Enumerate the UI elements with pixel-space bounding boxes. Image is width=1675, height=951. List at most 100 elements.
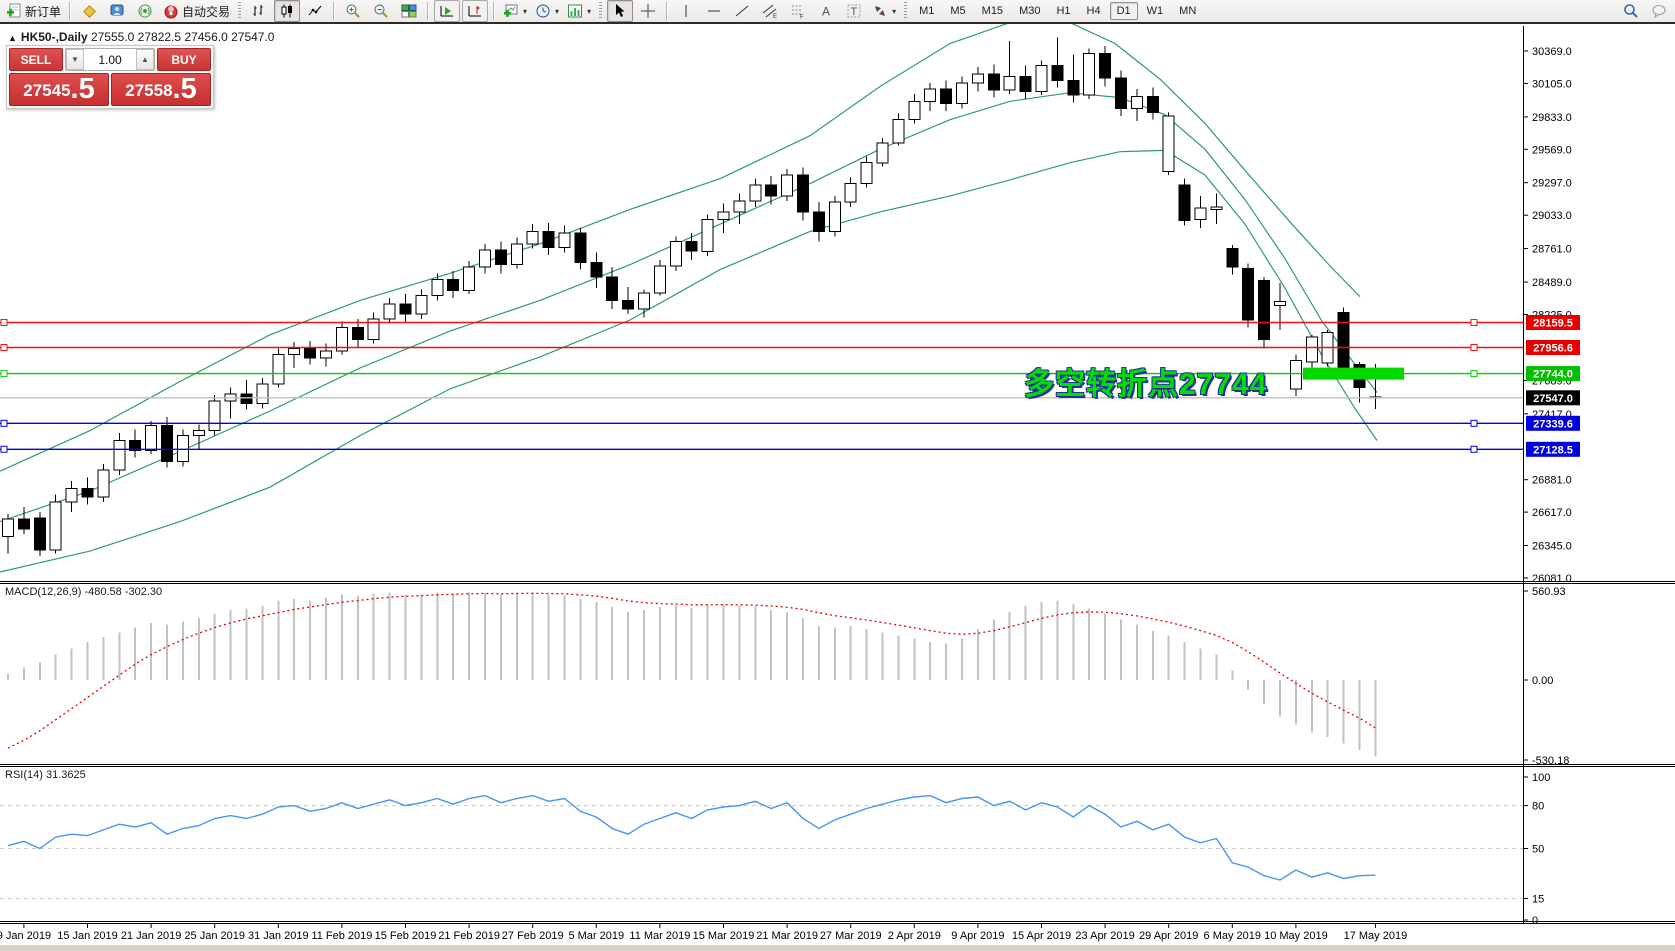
macd-signal-line	[7, 592, 1376, 749]
highlight-rectangle[interactable]	[1303, 367, 1404, 380]
zoom-out-button[interactable]	[368, 0, 394, 22]
line-chart-mode-button[interactable]	[302, 0, 328, 22]
chat-button[interactable]	[1646, 0, 1672, 22]
line-handle[interactable]	[1470, 319, 1478, 327]
separator	[69, 2, 72, 20]
candlestick-mode-button[interactable]	[274, 0, 301, 22]
buy-price-fraction: .5	[172, 73, 197, 105]
fibonacci-icon: F	[792, 5, 804, 19]
timeframe-button-M5[interactable]: M5	[950, 5, 966, 17]
tile-windows-button[interactable]	[396, 0, 422, 22]
candle-body	[797, 174, 809, 213]
timeframe-button-W1[interactable]: W1	[1146, 5, 1164, 17]
channel-tool-button[interactable]: E	[757, 0, 783, 22]
vertical-line-tool-button[interactable]	[673, 0, 699, 22]
horizontal-line-icon	[708, 10, 721, 12]
candle-body	[494, 249, 507, 266]
label-tool-button[interactable]: T	[841, 0, 867, 22]
line-handle[interactable]	[0, 445, 8, 453]
timeframe-button-D1[interactable]: D1	[1109, 2, 1138, 20]
candle-body	[145, 425, 158, 451]
fibonacci-tool-button[interactable]: F	[785, 0, 811, 22]
new-order-button[interactable]: 新订单	[3, 0, 64, 22]
line-handle[interactable]	[0, 419, 8, 427]
timeframe-button-MN[interactable]: MN	[1179, 5, 1197, 17]
sell-price-box[interactable]: 27545.5	[9, 73, 109, 106]
sell-price-fraction: .5	[70, 73, 95, 105]
line-handle[interactable]	[1470, 445, 1478, 453]
buy-button[interactable]: BUY	[157, 48, 211, 71]
new-chart-button[interactable]: ▾	[500, 0, 530, 22]
rsi-indicator-label: RSI(14) 31.3625	[5, 769, 86, 781]
price-tick-label: 30369.0	[1532, 46, 1572, 58]
bollinger-lower-band	[0, 149, 1378, 573]
candle-body	[192, 430, 205, 437]
separator	[666, 2, 669, 20]
arrows-tool-button[interactable]: ▾	[869, 0, 899, 22]
candle-body	[844, 183, 857, 203]
candle-body	[1003, 76, 1016, 91]
timeframe-button-M15[interactable]: M15	[981, 5, 1004, 17]
candle-body	[81, 487, 94, 498]
trendline-tool-button[interactable]	[729, 0, 755, 22]
search-button[interactable]	[1618, 0, 1644, 22]
candle-body	[33, 517, 46, 551]
horizontal-line-tool-button[interactable]	[701, 0, 727, 22]
sell-price: 27545	[23, 81, 71, 100]
chart-annotation-text[interactable]: 多空转折点27744	[1024, 368, 1268, 401]
line-handle[interactable]	[0, 319, 8, 327]
line-handle[interactable]	[0, 370, 8, 378]
date-tick-label: 2 Apr 2019	[888, 930, 941, 942]
volume-increase-button[interactable]: ▲	[136, 49, 154, 70]
price-tick-label: 29297.0	[1532, 178, 1572, 190]
terminal-button[interactable]	[104, 0, 130, 22]
timeframe-button-M30[interactable]: M30	[1019, 5, 1041, 17]
volume-decrease-button[interactable]: ▼	[66, 49, 84, 70]
text-tool-button[interactable]: A	[813, 0, 839, 22]
buy-price-box[interactable]: 27558.5	[111, 73, 211, 106]
line-handle[interactable]	[1470, 343, 1478, 351]
periods-button[interactable]: ▾	[532, 0, 562, 22]
timeframe-button-H1[interactable]: H1	[1056, 5, 1071, 17]
zoom-in-icon	[346, 4, 360, 18]
date-tick-label: 15 Feb 2019	[375, 930, 437, 942]
chart-shift-button[interactable]	[462, 0, 489, 22]
timeframe-button-M1[interactable]: M1	[919, 5, 935, 17]
autotrading-button[interactable]: 自动交易	[160, 0, 233, 22]
auto-scroll-button[interactable]	[434, 0, 461, 22]
candle-body	[431, 279, 444, 296]
candle-body	[383, 303, 396, 320]
rsi-tick-label: 100	[1532, 772, 1550, 784]
indicators-button[interactable]: ▾	[564, 0, 594, 22]
channel-icon: E	[762, 4, 777, 19]
auto-scroll-icon	[440, 6, 454, 17]
candle-body	[1305, 336, 1318, 363]
timeframe-button-H4[interactable]: H4	[1086, 5, 1101, 17]
svg-text:A: A	[822, 5, 830, 19]
sell-button[interactable]: SELL	[9, 48, 63, 71]
candle-body	[828, 201, 841, 232]
line-handle[interactable]	[1470, 370, 1478, 378]
date-tick-label: 15 Jan 2019	[57, 930, 118, 942]
collapse-panel-icon[interactable]: ▲	[8, 33, 17, 43]
line-handle[interactable]	[1470, 419, 1478, 427]
one-click-trading-panel: SELL ▼ 1.00 ▲ BUY 27545.5 27558.5	[6, 45, 214, 109]
crosshair-tool-button[interactable]	[635, 0, 661, 22]
volume-value[interactable]: 1.00	[98, 52, 122, 67]
candle-body	[1162, 115, 1175, 172]
candle-body	[606, 276, 619, 301]
bar-chart-mode-button[interactable]	[246, 0, 272, 22]
zoom-in-button[interactable]	[340, 0, 366, 22]
cursor-tool-button[interactable]	[607, 0, 634, 22]
candle-body	[256, 383, 269, 405]
signals-button[interactable]	[132, 0, 158, 22]
candle-body	[17, 518, 30, 530]
metaeditor-button[interactable]	[76, 0, 102, 22]
candle-body	[1019, 76, 1032, 92]
line-handle[interactable]	[0, 343, 8, 351]
symbol-period-label: HK50-,Daily	[20, 30, 88, 44]
macd-indicator-label: MACD(12,26,9) -480.58 -302.30	[5, 586, 163, 598]
candle-body	[1099, 52, 1112, 79]
candle-body	[622, 299, 635, 310]
